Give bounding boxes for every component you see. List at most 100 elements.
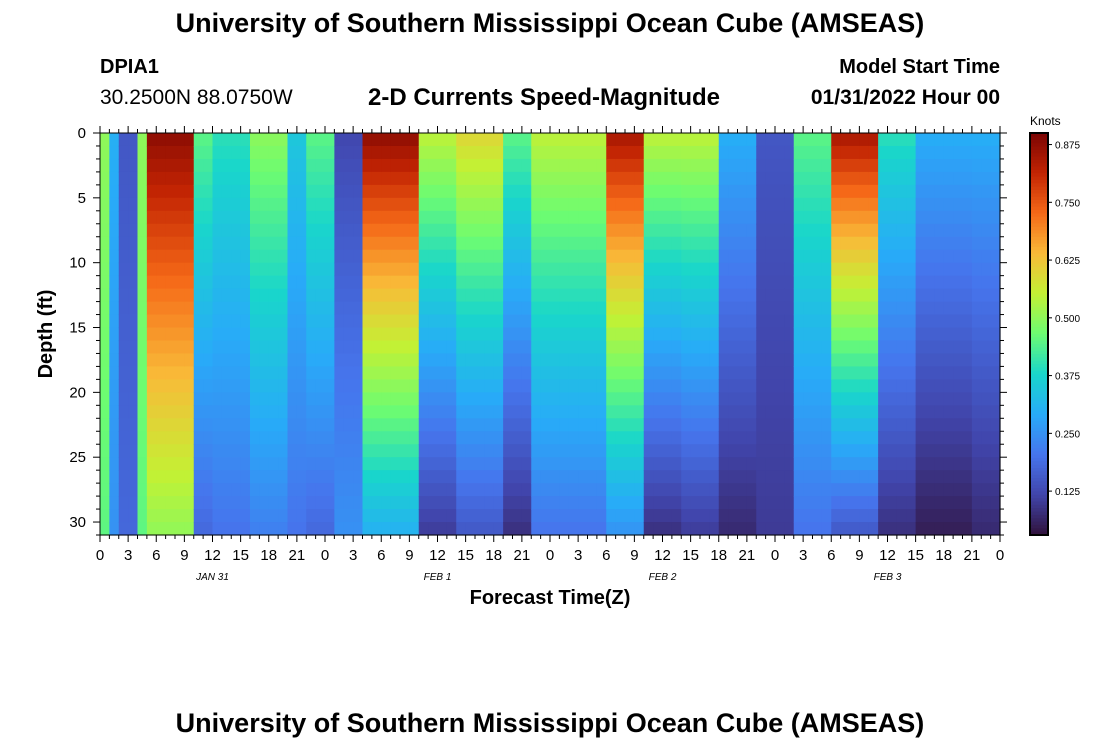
heatmap-cell [156, 470, 167, 484]
heatmap-cell [212, 379, 223, 393]
heatmap-cell [231, 249, 242, 264]
heatmap-cell [784, 379, 795, 393]
colorbar-segment [1030, 404, 1048, 409]
heatmap-cell [400, 145, 410, 160]
heatmap-cell [568, 431, 579, 445]
heatmap-cell [315, 158, 326, 173]
heatmap-cell [521, 249, 532, 264]
heatmap-cell [184, 392, 195, 406]
heatmap-cell [428, 470, 439, 484]
heatmap-cell [203, 496, 214, 510]
heatmap-cell [559, 392, 570, 406]
heatmap-cell [446, 236, 457, 251]
heatmap-cell [240, 405, 251, 419]
heatmap-cell [268, 509, 279, 523]
heatmap-cell [709, 470, 720, 484]
heatmap-cell [737, 288, 748, 303]
heatmap-cell [512, 210, 523, 225]
heatmap-cell [718, 392, 729, 406]
heatmap-cell [325, 210, 335, 225]
heatmap-cell [700, 431, 710, 445]
heatmap-cell [362, 431, 373, 445]
heatmap-cell [756, 275, 767, 290]
heatmap-cell [212, 418, 223, 432]
heatmap-cell [250, 288, 260, 303]
heatmap-cell [831, 392, 842, 406]
heatmap-cell [334, 262, 345, 277]
heatmap-cell [400, 314, 410, 329]
heatmap-cell [953, 340, 964, 355]
heatmap-cell [268, 496, 279, 510]
heatmap-cell [943, 275, 954, 290]
heatmap-cell [587, 392, 598, 406]
heatmap-cell [203, 418, 214, 432]
heatmap-cell [906, 223, 917, 238]
heatmap-cell [193, 236, 204, 251]
heatmap-cell [521, 509, 532, 523]
heatmap-cell [962, 366, 973, 380]
heatmap-cell [203, 171, 214, 186]
heatmap-cell [240, 327, 251, 342]
heatmap-cell [709, 236, 720, 251]
heatmap-cell [334, 496, 345, 510]
heatmap-cell [775, 496, 785, 510]
heatmap-cell [859, 145, 870, 160]
heatmap-cell [128, 301, 139, 316]
heatmap-cell [503, 444, 514, 458]
heatmap-cell [465, 223, 476, 238]
heatmap-cell [428, 509, 439, 523]
heatmap-cell [156, 275, 167, 290]
heatmap-cell [493, 288, 504, 303]
heatmap-cell [840, 522, 851, 536]
colorbar-segment [1030, 293, 1048, 298]
heatmap-cell [259, 275, 270, 290]
heatmap-cell [165, 288, 176, 303]
heatmap-cell [803, 470, 814, 484]
heatmap-cell [146, 496, 157, 510]
heatmap-cell [128, 496, 139, 510]
colorbar-segment [1030, 468, 1048, 472]
heatmap-cell [756, 288, 767, 303]
heatmap-cell [418, 496, 429, 510]
heatmap-cell [165, 327, 176, 342]
heatmap-cell [409, 509, 420, 523]
heatmap-cell [100, 327, 110, 342]
heatmap-cell [531, 223, 542, 238]
heatmap-cell [671, 301, 682, 316]
heatmap-cell [409, 197, 420, 212]
heatmap-cell [831, 353, 842, 368]
heatmap-cell [700, 327, 710, 342]
heatmap-cell [240, 288, 251, 303]
heatmap-cell [925, 327, 935, 342]
heatmap-cell [906, 184, 917, 199]
heatmap-cell [943, 249, 954, 264]
heatmap-cell [334, 444, 345, 458]
heatmap-cell [953, 405, 964, 419]
heatmap-cell [550, 483, 560, 497]
colorbar-segment [1030, 464, 1048, 469]
heatmap-cell [859, 509, 870, 523]
heatmap-cell [840, 444, 851, 458]
heatmap-cell [662, 210, 673, 225]
heatmap-cell [100, 418, 110, 432]
heatmap-cell [671, 236, 682, 251]
heatmap-cell [568, 418, 579, 432]
heatmap-cell [446, 327, 457, 342]
heatmap-cell [559, 184, 570, 199]
heatmap-cell [606, 133, 617, 147]
heatmap-cell [418, 171, 429, 186]
heatmap-cell [184, 444, 195, 458]
heatmap-cell [934, 197, 945, 212]
colorbar-segment [1030, 159, 1048, 164]
heatmap-cell [878, 262, 889, 277]
heatmap-cell [906, 496, 917, 510]
heatmap-cell [840, 262, 851, 277]
heatmap-cell [896, 197, 907, 212]
heatmap-cell [934, 470, 945, 484]
heatmap-cell [812, 392, 823, 406]
heatmap-cell [390, 366, 401, 380]
heatmap-cell [709, 457, 720, 471]
heatmap-cell [531, 522, 542, 536]
heatmap-cell [953, 223, 964, 238]
heatmap-cell [193, 483, 204, 497]
